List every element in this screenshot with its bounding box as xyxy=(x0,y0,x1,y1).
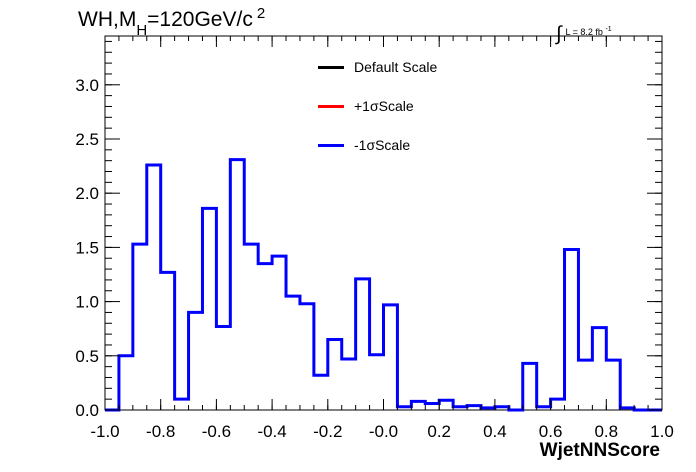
x-tick-label: -1.0 xyxy=(90,422,119,441)
legend-label-default: Default Scale xyxy=(354,59,438,75)
x-tick-label: -0.4 xyxy=(257,422,286,441)
title-subscript: H xyxy=(136,22,148,39)
integral-symbol: ∫ xyxy=(556,23,562,45)
x-tick-label: -0.0 xyxy=(369,422,398,441)
legend-entry-plus1sigma: +1σScale xyxy=(318,96,414,116)
x-tick-label: 0.8 xyxy=(594,422,618,441)
y-tick-label: 0.0 xyxy=(75,401,99,420)
chart-title: WH,MH=120GeV/c 2 xyxy=(78,5,266,39)
legend-line-plus1sigma xyxy=(318,104,344,108)
legend-line-default xyxy=(318,65,344,69)
legend-label-plus1sigma: +1σScale xyxy=(354,98,414,114)
y-tick-label: 1.0 xyxy=(75,293,99,312)
x-tick-label: -0.8 xyxy=(146,422,175,441)
x-tick-label: 0.4 xyxy=(483,422,507,441)
title-superscript: 2 xyxy=(256,5,266,22)
x-tick-label: -0.2 xyxy=(313,422,342,441)
legend-line-minus1sigma xyxy=(318,143,344,147)
title-rest: =120GeV/c xyxy=(147,8,253,31)
y-tick-label: 1.5 xyxy=(75,238,99,257)
x-tick-label: -0.6 xyxy=(202,422,231,441)
y-tick-label: 2.5 xyxy=(75,130,99,149)
y-tick-label: 0.5 xyxy=(75,347,99,366)
y-tick-label: 2.0 xyxy=(75,184,99,203)
legend-entry-default: Default Scale xyxy=(318,57,437,77)
title-main: WH,M xyxy=(78,8,137,31)
x-axis-title: WjetNNScore xyxy=(539,440,660,461)
luminosity-text: L = 8.2 fb xyxy=(565,27,603,37)
y-tick-label: 3.0 xyxy=(75,76,99,95)
histogram-series-line xyxy=(105,158,662,412)
luminosity-superscript: -1 xyxy=(605,26,612,33)
x-tick-label: 0.2 xyxy=(427,422,451,441)
luminosity-label: ∫ L = 8.2 fb -1 xyxy=(556,18,612,45)
legend-label-minus1sigma: -1σScale xyxy=(354,137,411,153)
x-tick-label: 0.6 xyxy=(539,422,563,441)
legend-entry-minus1sigma: -1σScale xyxy=(318,135,410,155)
x-tick-label: 1.0 xyxy=(650,422,674,441)
